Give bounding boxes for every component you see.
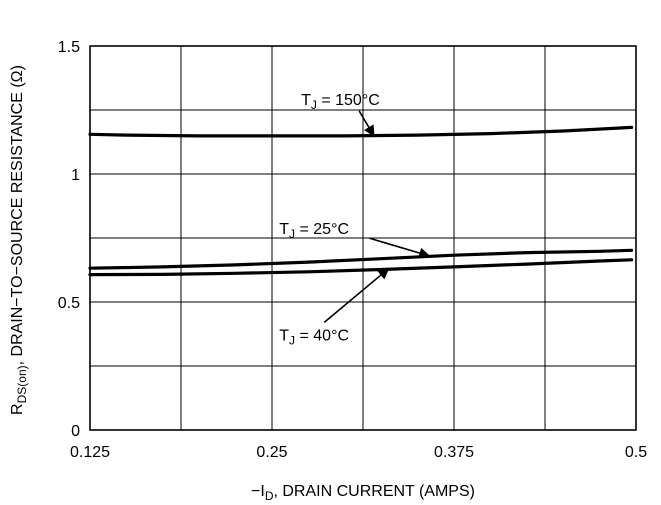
- y-axis-title: RDS(on), DRAIN−TO−SOURCE RESISTANCE (Ω): [9, 65, 29, 415]
- series-label-0: TJ = 150°C: [301, 92, 380, 112]
- annotations: TJ = 150°C TJ = 25°C TJ = 40°C: [279, 92, 431, 347]
- annotation-arrow-2: [323, 268, 390, 324]
- y-tick-label: 1.5: [58, 39, 80, 56]
- x-axis-title: −ID, DRAIN CURRENT (AMPS): [251, 483, 475, 503]
- y-tick-label: 1: [71, 167, 80, 184]
- x-tick-label: 0.125: [70, 444, 110, 461]
- tick-labels: 0.125 0.25 0.375 0.5 0 0.5 1 1.5: [58, 39, 647, 461]
- series-label-2: TJ = 40°C: [279, 327, 349, 347]
- series-line-1: [88, 248, 634, 270]
- series-line-0: [88, 125, 634, 138]
- x-tick-label: 0.5: [625, 444, 647, 461]
- annotation-arrow-0: [358, 110, 375, 137]
- series-label-1: TJ = 25°C: [279, 221, 349, 241]
- y-tick-label: 0: [71, 423, 80, 440]
- x-tick-label: 0.375: [434, 444, 474, 461]
- x-tick-label: 0.25: [256, 444, 287, 461]
- plot-frame: [89, 45, 637, 431]
- series-layer: [88, 125, 634, 277]
- y-tick-label: 0.5: [58, 295, 80, 312]
- annotation-arrow-1: [369, 237, 431, 259]
